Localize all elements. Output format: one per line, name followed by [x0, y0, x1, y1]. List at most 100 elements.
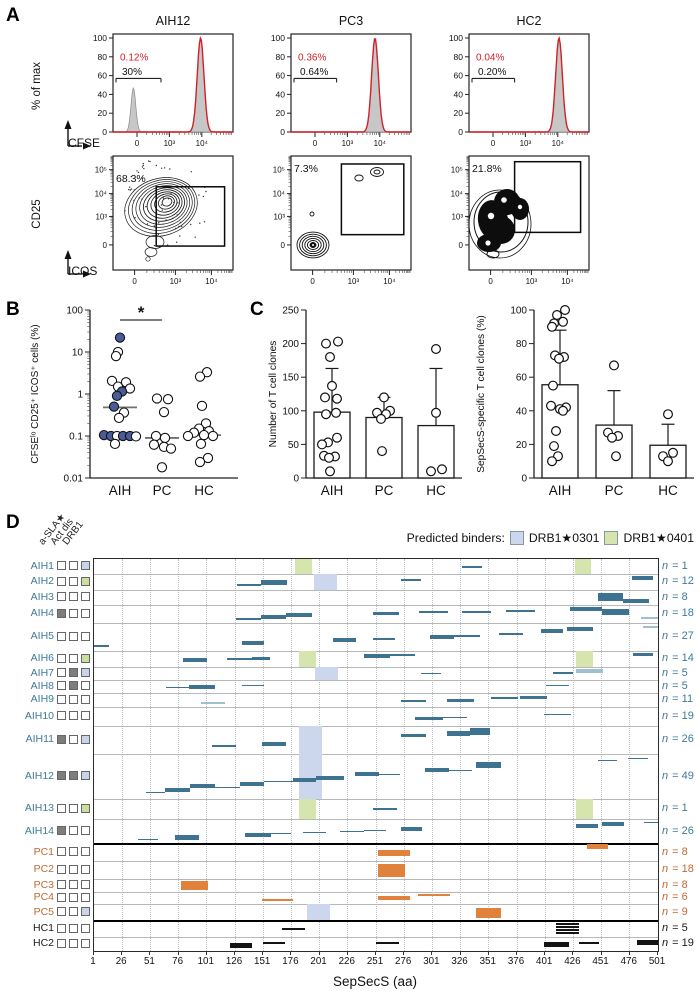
x-tick-label: 26	[115, 956, 127, 967]
epitope-row-HC2	[94, 937, 658, 951]
checkbox-act-dis-gray	[69, 668, 78, 677]
x-tick-label: 126	[225, 956, 243, 967]
gate-rectangle	[513, 160, 582, 234]
up-arrow-icon	[64, 120, 72, 129]
svg-text:80: 80	[98, 52, 108, 62]
row-header-PC5: PC5	[2, 903, 90, 920]
contour-art	[468, 189, 532, 259]
checkbox-drb1-none	[81, 694, 90, 704]
gate-bracket	[115, 77, 162, 83]
epitope-segment	[447, 730, 470, 736]
row-label: AIH9	[30, 693, 54, 705]
row-label: AIH6	[30, 652, 54, 664]
right-arrow-icon	[83, 142, 91, 150]
epitope-segment	[421, 672, 442, 675]
x-tick	[149, 951, 151, 955]
checkbox-drb1-none	[81, 892, 90, 902]
row-separator	[94, 860, 658, 862]
svg-text:0: 0	[521, 474, 527, 485]
flow-histogram-AIH12: AIH12 0 20 40 60 80 100 0 10³ 10⁴ 0.12% 30%	[93, 14, 234, 148]
x-tick	[375, 951, 376, 955]
percent-red: 0.04%	[476, 53, 504, 64]
epitope-segment	[400, 579, 422, 581]
row-separator	[94, 936, 658, 938]
epitope-segment	[389, 654, 416, 656]
epitope-row-AIH12	[94, 754, 658, 799]
row-separator	[94, 798, 658, 800]
row-separator	[94, 589, 658, 591]
epitope-track	[93, 558, 659, 952]
y-axis: 0 20 40 60 80 100	[271, 33, 291, 137]
checkbox-a-sla-none	[57, 561, 66, 570]
svg-text:10⁴: 10⁴	[383, 277, 396, 286]
x-tick-label: 151	[254, 956, 271, 967]
data-point	[194, 371, 206, 382]
x-axis: 0 10³ 10⁴	[310, 270, 411, 286]
row-separator	[94, 679, 658, 681]
x-tick	[262, 951, 264, 955]
data-point	[668, 447, 679, 458]
data-point	[326, 380, 337, 391]
epitope-segment	[424, 767, 450, 772]
points-AIH	[98, 332, 142, 450]
row-header-AIH2: AIH2	[2, 573, 90, 589]
svg-text:0: 0	[293, 474, 299, 485]
svg-text:100: 100	[282, 406, 299, 417]
epitope-segment	[165, 787, 190, 792]
svg-text:250: 250	[282, 306, 299, 317]
x-axis: 0 10³ 10⁴	[488, 270, 589, 286]
checkbox-act-dis-none	[69, 631, 78, 641]
data-point	[109, 438, 121, 450]
checkbox-a-sla-none	[57, 938, 66, 948]
x-tick	[403, 951, 405, 955]
svg-text:40: 40	[276, 89, 286, 99]
right-arrow-icon	[83, 270, 91, 278]
epitope-segment	[556, 926, 580, 928]
flow-histogram-HC2: HC2 0 20 40 60 80 100 0 10³ 10⁴ 0.04% 0.20%	[449, 14, 590, 148]
epitope-segment	[188, 684, 215, 689]
checkbox-a-sla-none	[57, 907, 66, 916]
epitope-row-PC5	[94, 904, 658, 921]
histogram-red-curve	[113, 35, 233, 133]
row-label: PC2	[33, 863, 54, 875]
gridline	[149, 559, 151, 951]
epitope-segment	[376, 942, 399, 944]
n-count-AIH3: n = 8	[662, 590, 688, 603]
epitope-segment	[378, 896, 410, 900]
points-AIH	[316, 336, 343, 477]
percent-black: 0.20%	[478, 67, 506, 78]
epitope-segment	[636, 939, 658, 945]
svg-text:100: 100	[449, 33, 463, 43]
gridline	[431, 559, 433, 951]
row-separator	[94, 692, 658, 694]
checkbox-a-sla-none	[57, 864, 66, 874]
epitope-segment	[354, 771, 380, 776]
svg-text:40: 40	[454, 89, 464, 99]
epitope-segment	[333, 638, 356, 642]
checkbox-drb1-none	[81, 711, 90, 720]
n-count-AIH14: n = 26	[662, 824, 694, 837]
category-label: PC	[605, 483, 624, 498]
data-point	[316, 439, 327, 450]
row-label: HC2	[32, 937, 54, 949]
contour-art	[296, 167, 384, 259]
histogram-y-axis-label: % of max	[31, 62, 91, 150]
checkbox-a-sla-none	[57, 923, 66, 933]
epitope-segment	[379, 773, 400, 776]
gridline	[601, 559, 603, 951]
points-HC	[426, 343, 448, 477]
epitope-segment	[251, 656, 270, 660]
checkbox-a-sla-none	[57, 631, 66, 641]
data-point	[198, 429, 210, 441]
row-header-PC2: PC2	[2, 860, 90, 878]
checkbox-a-sla-gray	[57, 734, 66, 744]
epitope-segment	[137, 838, 159, 841]
group-separator	[94, 843, 658, 846]
data-point	[330, 407, 341, 418]
x-tick-label: 226	[338, 956, 355, 967]
epitope-segment	[189, 783, 215, 788]
predicted-binder-band-green	[575, 651, 593, 667]
n-count-AIH1: n = 1	[662, 559, 688, 572]
row-label: AIH13	[24, 802, 54, 814]
